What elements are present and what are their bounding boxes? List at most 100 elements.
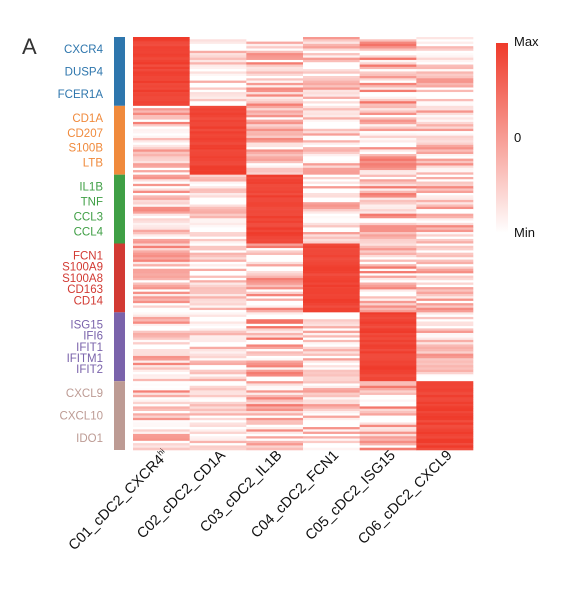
heatmap-cell: [133, 89, 190, 93]
heatmap-cell: [133, 41, 190, 45]
heatmap-cell: [246, 119, 304, 123]
heatmap-cell: [133, 50, 190, 54]
heatmap-cell: [133, 351, 190, 354]
heatmap-cell: [133, 225, 190, 228]
heatmap-cell: [189, 296, 247, 299]
heatmap-cell: [189, 307, 247, 311]
heatmap-cell: [303, 115, 360, 118]
heatmap-cell: [189, 410, 247, 414]
heatmap-cell: [189, 165, 247, 169]
heatmap-cell: [359, 39, 417, 42]
gene-label: CXCL10: [60, 411, 103, 423]
gene-label: IFITM1: [67, 353, 103, 365]
heatmap-cell: [189, 110, 247, 114]
heatmap-cell: [246, 174, 304, 178]
heatmap-cell: [189, 353, 247, 357]
gene-label: IFIT1: [76, 342, 103, 354]
heatmap-cell: [133, 415, 190, 419]
heatmap-cell: [359, 213, 417, 217]
heatmap-cell: [359, 282, 417, 286]
heatmap-cell: [416, 110, 474, 114]
heatmap-cell: [303, 53, 360, 56]
heatmap-cell: [133, 422, 190, 426]
heatmap-cell: [133, 413, 190, 416]
heatmap-cell: [133, 154, 190, 157]
heatmap-cell: [416, 222, 474, 226]
heatmap-cell: [416, 408, 474, 412]
heatmap-cell: [359, 330, 417, 334]
heatmap-cell: [416, 119, 474, 123]
heatmap-cell: [416, 39, 474, 42]
heatmap-cell: [359, 158, 417, 162]
heatmap-cell: [359, 215, 417, 219]
heatmap-cell: [133, 424, 190, 428]
heatmap-cell: [303, 371, 360, 375]
gene-label: DUSP4: [65, 66, 104, 78]
heatmap-cell: [246, 346, 304, 350]
heatmap-cell: [416, 234, 474, 237]
heatmap-cell: [246, 195, 304, 198]
heatmap-cell: [133, 82, 190, 86]
heatmap-cell: [303, 69, 360, 72]
heatmap-cell: [359, 181, 417, 185]
heatmap-cell: [133, 339, 190, 343]
heatmap-cell: [303, 447, 360, 451]
heatmap-cell: [359, 266, 417, 270]
heatmap-cell: [303, 266, 360, 270]
heatmap-cell: [133, 273, 190, 276]
heatmap-cell: [416, 144, 474, 148]
heatmap-cell: [416, 225, 474, 228]
heatmap-cell: [416, 374, 474, 377]
heatmap-cell: [359, 257, 417, 260]
heatmap-cell: [189, 443, 247, 446]
heatmap-cell: [133, 328, 190, 331]
heatmap-cell: [416, 323, 474, 327]
heatmap-cell: [189, 140, 247, 143]
heatmap-cell: [359, 443, 417, 446]
heatmap-cell: [246, 57, 304, 61]
heatmap-cell: [359, 431, 417, 435]
heatmap-cell: [133, 73, 190, 77]
heatmap-cells: [133, 37, 474, 451]
heatmap-cell: [189, 128, 247, 132]
heatmap-cell: [303, 303, 360, 306]
heatmap-cell: [303, 73, 360, 77]
heatmap-cell: [189, 394, 247, 398]
heatmap-cell: [133, 252, 190, 256]
heatmap-cell: [189, 71, 247, 75]
heatmap-cell: [359, 186, 417, 189]
heatmap-cell: [133, 57, 190, 61]
heatmap-cell: [246, 133, 304, 136]
heatmap-cell: [303, 227, 360, 231]
heatmap-cell: [416, 268, 474, 272]
heatmap-cell: [133, 96, 190, 100]
heatmap-cell: [416, 80, 474, 84]
heatmap-cell: [189, 436, 247, 439]
heatmap-cell: [359, 241, 417, 244]
heatmap-cell: [246, 417, 304, 421]
heatmap-cell: [416, 277, 474, 281]
heatmap-cell: [416, 190, 474, 194]
heatmap-cell: [189, 422, 247, 426]
heatmap-cell: [303, 298, 360, 302]
heatmap-cell: [416, 390, 474, 393]
heatmap-cell: [246, 126, 304, 130]
heatmap-cell: [416, 78, 474, 81]
heatmap-cell: [416, 259, 474, 263]
heatmap-cell: [246, 43, 304, 47]
heatmap-cell: [303, 330, 360, 334]
heatmap-cell: [246, 268, 304, 272]
heatmap-cell: [416, 53, 474, 56]
heatmap-cell: [359, 193, 417, 196]
heatmap-cell: [359, 394, 417, 398]
gene-label: S100A8: [62, 273, 103, 285]
heatmap-cell: [133, 140, 190, 143]
heatmap-cell: [303, 332, 360, 336]
heatmap-cell: [303, 408, 360, 412]
heatmap-cell: [359, 163, 417, 166]
heatmap-cell: [416, 89, 474, 93]
heatmap-cell: [303, 280, 360, 283]
heatmap-cell: [303, 131, 360, 134]
heatmap-cell: [246, 53, 304, 56]
heatmap-cell: [189, 287, 247, 290]
